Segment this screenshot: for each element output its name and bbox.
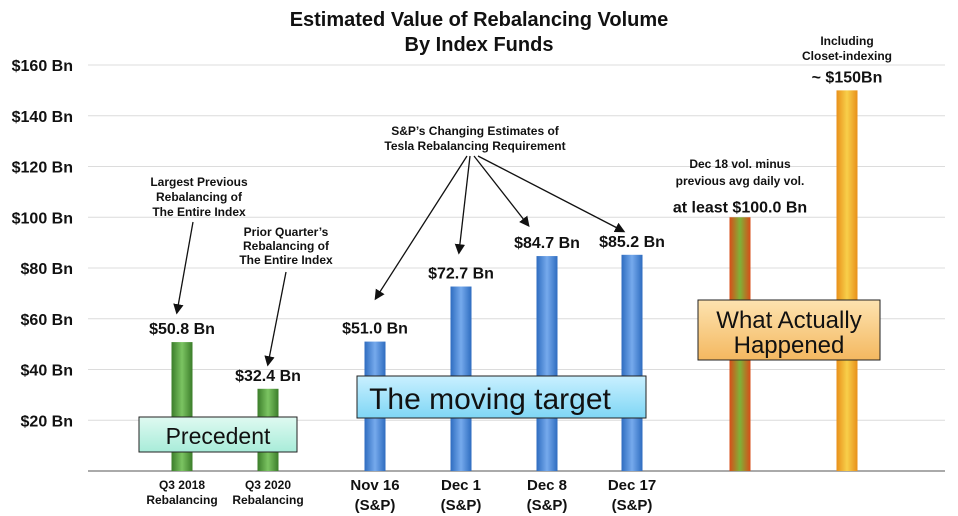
- x-tick-label: Rebalancing: [146, 493, 217, 507]
- what-happened-line: What Actually: [716, 307, 861, 334]
- arrow: [477, 155, 626, 233]
- chart-title: Estimated Value of Rebalancing Volume: [290, 9, 669, 31]
- y-tick-label: $40 Bn: [21, 363, 73, 380]
- y-axis-ticks: $20 Bn $40 Bn $60 Bn $80 Bn $100 Bn $120 Bn $1…: [12, 58, 73, 430]
- arrow: [264, 271, 287, 367]
- y-tick-label: $100 Bn: [12, 210, 73, 227]
- annotation-sp-changing: S&P’s Changing Estimates of Tesla Rebala…: [374, 124, 626, 301]
- x-tick-label: Rebalancing: [232, 493, 303, 507]
- bar: [836, 90, 858, 471]
- arrow: [374, 155, 468, 301]
- x-tick-label: Dec 8: [527, 477, 567, 494]
- annotation-line: Including: [820, 34, 873, 48]
- x-tick-label: (S&P): [527, 497, 568, 514]
- y-tick-label: $160 Bn: [12, 58, 73, 75]
- bar-value-label: $72.7 Bn: [428, 266, 494, 283]
- y-tick-label: $140 Bn: [12, 109, 73, 126]
- x-tick-label: (S&P): [441, 497, 482, 514]
- annotation-closet: Including Closet-indexing: [802, 34, 892, 63]
- x-tick-label: Q3 2018: [159, 478, 205, 492]
- bar-value-label: $50.8 Bn: [149, 321, 215, 338]
- grid-lines: [88, 64, 945, 421]
- annotation-line: Rebalancing of: [243, 239, 330, 253]
- annotation-largest-previous: Largest Previous Rebalancing of The Enti…: [150, 175, 248, 315]
- annotation-line: The Entire Index: [239, 253, 333, 267]
- bar-value-label: $84.7 Bn: [514, 235, 580, 252]
- arrow: [454, 155, 471, 255]
- value-labels: $50.8 Bn $32.4 Bn $51.0 Bn $72.7 Bn $84.7 Bn…: [149, 69, 882, 384]
- chart-subtitle: By Index Funds: [405, 34, 554, 56]
- x-tick-label: Q3 2020: [245, 478, 291, 492]
- what-happened-line: Happened: [734, 332, 845, 359]
- precedent-label: Precedent: [166, 423, 271, 449]
- x-tick-label: (S&P): [612, 497, 653, 514]
- annotation-line: previous avg daily vol.: [676, 174, 805, 188]
- x-tick-label: Dec 1: [441, 477, 481, 494]
- bar: [621, 254, 643, 471]
- bar: [536, 256, 558, 471]
- y-tick-label: $20 Bn: [21, 413, 73, 430]
- arrow: [473, 155, 530, 228]
- annotation-line: Prior Quarter’s: [244, 225, 329, 239]
- annotation-prior-quarter: Prior Quarter’s Rebalancing of The Entir…: [239, 225, 333, 367]
- bar-value-label: $32.4 Bn: [235, 368, 301, 385]
- annotation-line: The Entire Index: [152, 205, 246, 219]
- x-tick-label: Dec 17: [608, 477, 656, 494]
- moving-target-box: The moving target: [356, 375, 647, 419]
- annotation-line: Largest Previous: [150, 175, 248, 189]
- bar-value-label: $51.0 Bn: [342, 321, 408, 338]
- arrow: [173, 221, 194, 315]
- annotation-line: Dec 18 vol. minus: [689, 157, 791, 171]
- bar-value-label: $85.2 Bn: [599, 234, 665, 251]
- what-happened-box: What Actually Happened: [697, 299, 881, 361]
- x-tick-label: (S&P): [355, 497, 396, 514]
- moving-target-label: The moving target: [369, 383, 611, 416]
- annotation-line: Rebalancing of: [156, 190, 243, 204]
- bar-value-label: ~ $150Bn: [812, 69, 883, 86]
- y-tick-label: $80 Bn: [21, 261, 73, 278]
- x-tick-label: Nov 16: [350, 477, 399, 494]
- precedent-box: Precedent: [138, 416, 298, 453]
- annotation-line: Closet-indexing: [802, 49, 892, 63]
- annotation-line: S&P’s Changing Estimates of: [391, 124, 560, 138]
- annotation-line: Tesla Rebalancing Requirement: [384, 139, 565, 153]
- bar-value-label: at least $100.0 Bn: [673, 199, 807, 216]
- y-tick-label: $120 Bn: [12, 160, 73, 177]
- y-tick-label: $60 Bn: [21, 312, 73, 329]
- annotation-dec18: Dec 18 vol. minus previous avg daily vol…: [676, 157, 805, 188]
